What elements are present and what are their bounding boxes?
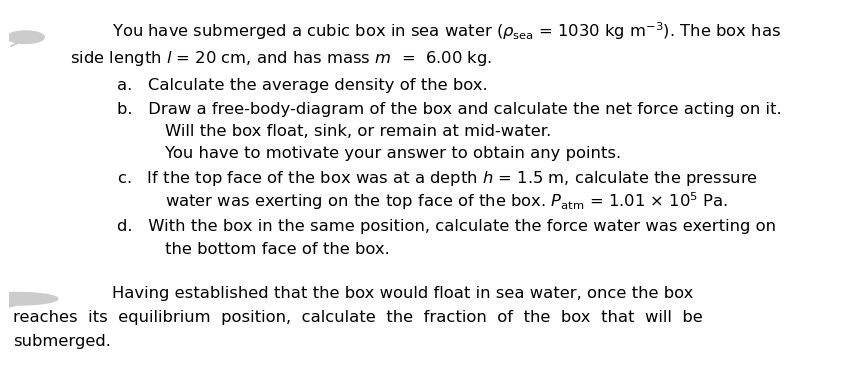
Text: b.   Draw a free-body-diagram of the box and calculate the net force acting on i: b. Draw a free-body-diagram of the box a…: [117, 102, 782, 117]
Text: water was exerting on the top face of the box. $P_{\mathrm{atm}}$ = 1.01 × 10$^5: water was exerting on the top face of th…: [165, 190, 728, 212]
Text: submerged.: submerged.: [13, 334, 111, 349]
Text: reaches  its  equilibrium  position,  calculate  the  fraction  of  the  box  th: reaches its equilibrium position, calcul…: [13, 310, 702, 325]
Text: side length $l$ = 20 cm, and has mass $m$  =  6.00 kg.: side length $l$ = 20 cm, and has mass $m…: [70, 49, 491, 68]
Polygon shape: [10, 41, 22, 47]
Text: c.   If the top face of the box was at a depth $h$ = 1.5 m, calculate the pressu: c. If the top face of the box was at a d…: [117, 169, 759, 188]
Text: d.   With the box in the same position, calculate the force water was exerting o: d. With the box in the same position, ca…: [117, 219, 776, 234]
Polygon shape: [7, 31, 44, 43]
Text: a.   Calculate the average density of the box.: a. Calculate the average density of the …: [117, 78, 488, 93]
Polygon shape: [0, 303, 26, 310]
Text: Will the box float, sink, or remain at mid-water.: Will the box float, sink, or remain at m…: [165, 124, 552, 139]
Polygon shape: [0, 292, 58, 305]
Text: You have to motivate your answer to obtain any points.: You have to motivate your answer to obta…: [165, 146, 622, 161]
Text: You have submerged a cubic box in sea water ($\rho_{\mathrm{sea}}$ = 1030 kg m$^: You have submerged a cubic box in sea wa…: [112, 21, 781, 42]
Text: the bottom face of the box.: the bottom face of the box.: [165, 242, 390, 257]
Text: Having established that the box would float in sea water, once the box: Having established that the box would fl…: [112, 286, 694, 301]
